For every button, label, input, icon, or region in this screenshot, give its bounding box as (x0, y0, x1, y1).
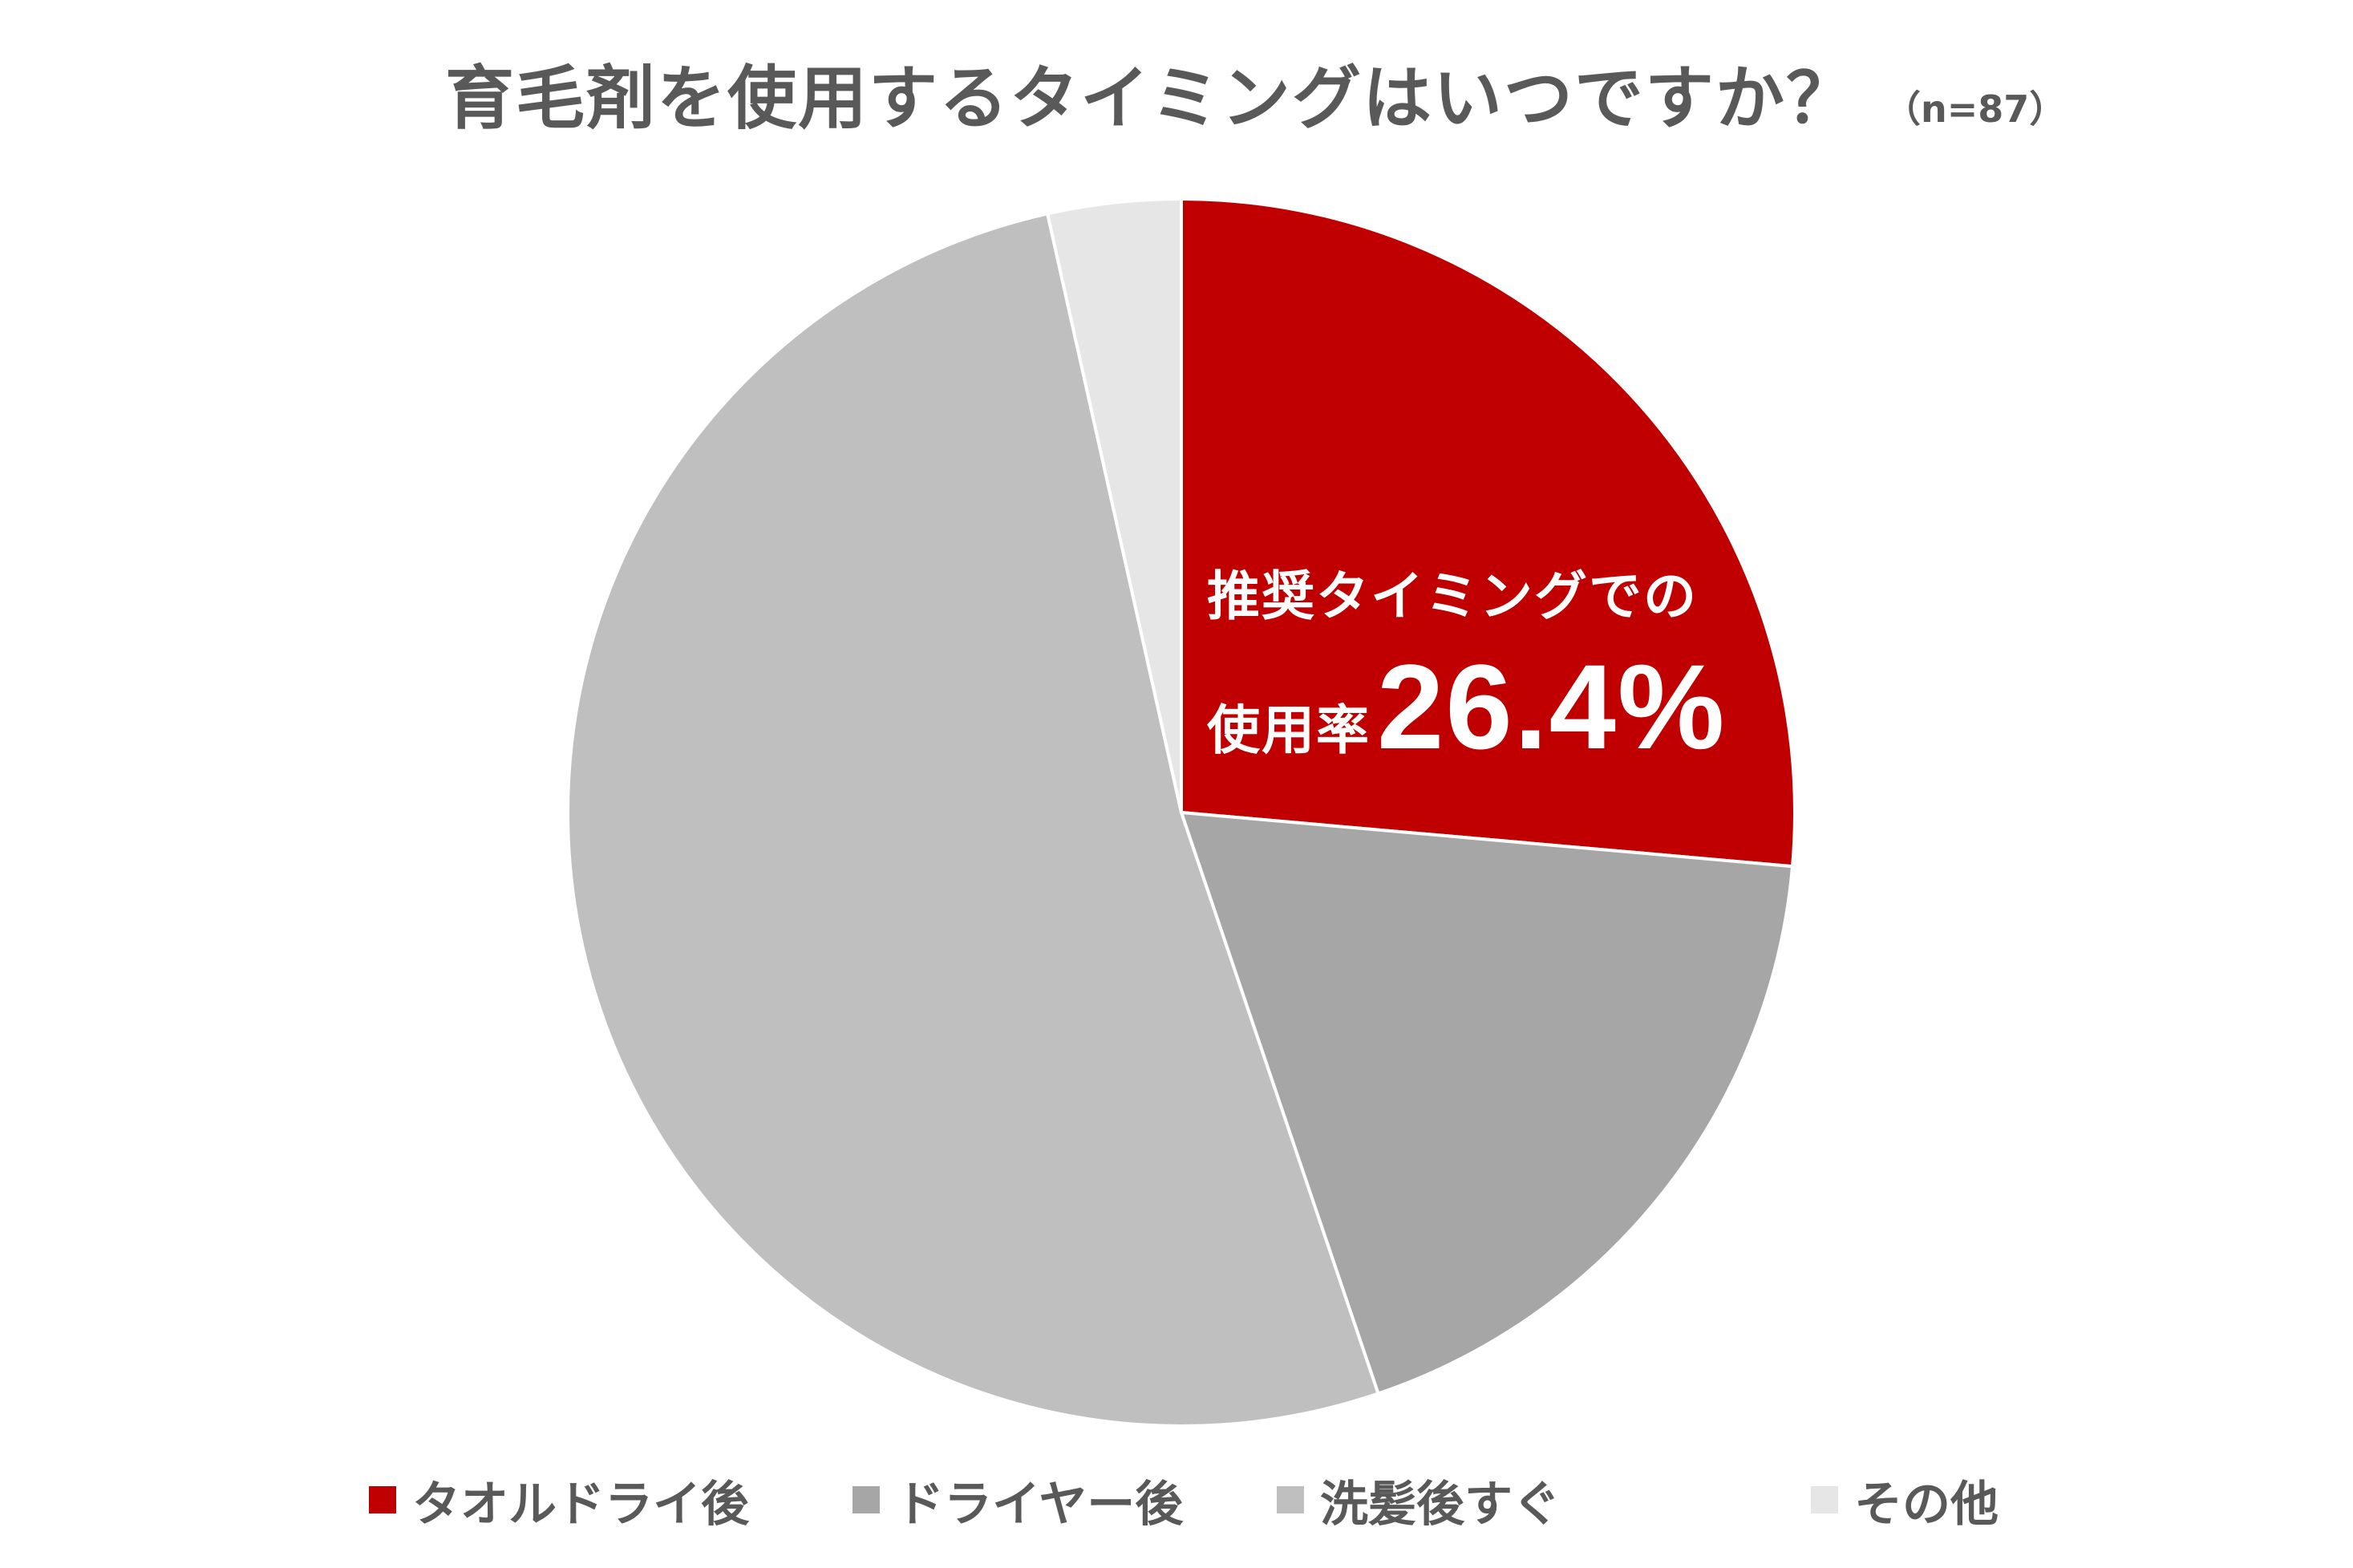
legend-item-towel-dry: タオルドライ後 (369, 1468, 749, 1533)
sample-size-label: （n=87） (1884, 87, 2067, 131)
legend-swatch-after-dryer (853, 1486, 880, 1513)
callout-recommended-label: 推奨タイミングでの (1207, 565, 1698, 627)
legend-label-other: その他 (1854, 1476, 1999, 1533)
callout-usage-rate-label: 使用率 (1207, 699, 1371, 761)
legend-label-after-dryer: ドライヤー後 (896, 1476, 1184, 1533)
callout-usage-rate: 使用率 26.4% (1207, 638, 1726, 776)
legend-swatch-towel-dry (369, 1486, 396, 1513)
legend-swatch-right-after-wash (1277, 1486, 1304, 1513)
legend-label-towel-dry: タオルドライ後 (412, 1476, 749, 1533)
chart-title: 育毛剤を使用するタイミングはいつですか？ (445, 59, 1857, 139)
pie-slice-other (1045, 197, 1183, 813)
pie-slice-after-dryer (1179, 810, 1795, 1396)
legend-swatch-other (1811, 1486, 1838, 1513)
legend-item-after-dryer: ドライヤー後 (853, 1468, 1184, 1533)
chart-title-row: 育毛剤を使用するタイミングはいつですか？ （n=87） (445, 42, 2067, 139)
pie-slice-right-after-wash (565, 212, 1381, 1428)
pie-slice-towel-dry (1180, 197, 1796, 869)
callout-usage-rate-value: 26.4% (1377, 639, 1727, 774)
legend-label-right-after-wash: 洗髪後すぐ (1320, 1476, 1561, 1533)
legend-item-other: その他 (1811, 1468, 1999, 1533)
legend-item-right-after-wash: 洗髪後すぐ (1277, 1468, 1561, 1533)
